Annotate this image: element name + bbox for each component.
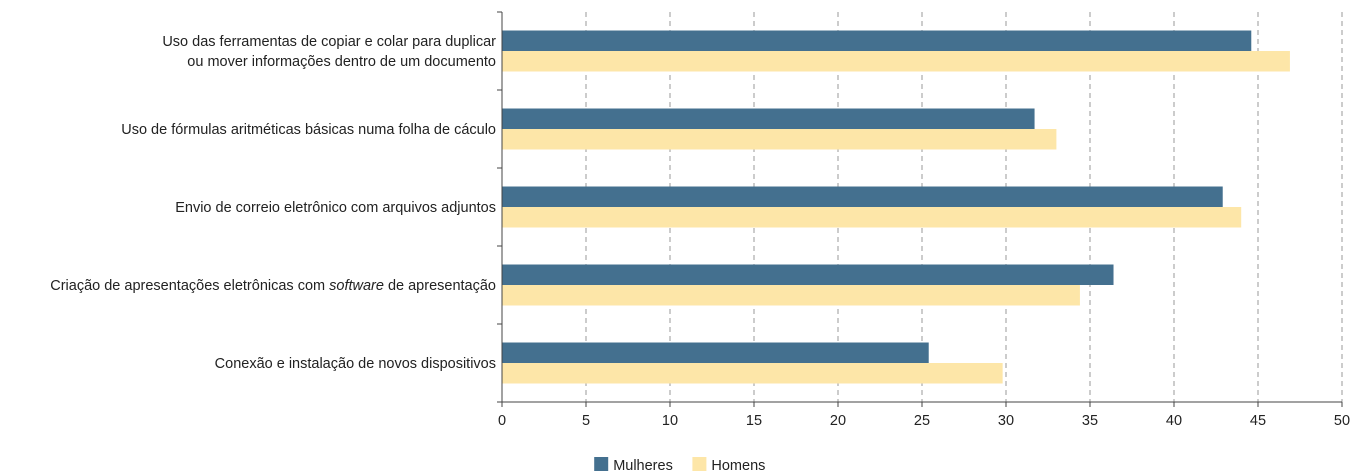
category-label-run: software bbox=[329, 278, 384, 294]
bar-mulheres-3 bbox=[502, 264, 1114, 285]
category-label: Conexão e instalação de novos dispositiv… bbox=[215, 356, 496, 372]
x-tick-label-0: 0 bbox=[498, 413, 506, 429]
x-tick-label-40: 40 bbox=[1166, 413, 1182, 429]
legend-label-homens: Homens bbox=[711, 458, 765, 471]
bar-mulheres-2 bbox=[502, 186, 1223, 207]
x-tick-label-45: 45 bbox=[1250, 413, 1266, 429]
legend-label-mulheres: Mulheres bbox=[613, 458, 673, 471]
category-label-run: ou mover informações dentro de um docume… bbox=[187, 54, 496, 70]
bar-homens-0 bbox=[502, 51, 1290, 72]
category-label: Envio de correio eletrônico com arquivos… bbox=[175, 200, 496, 216]
x-tick-label-5: 5 bbox=[582, 413, 590, 429]
category-label: Criação de apresentações eletrônicas com… bbox=[50, 278, 496, 294]
x-tick-label-20: 20 bbox=[830, 413, 846, 429]
category-label-run: Uso de fórmulas aritméticas básicas numa… bbox=[121, 122, 496, 138]
legend: Mulheres Homens bbox=[594, 457, 765, 471]
category-label-run: Conexão e instalação de novos dispositiv… bbox=[215, 356, 496, 372]
category-labels: Uso das ferramentas de copiar e colar pa… bbox=[50, 34, 496, 372]
bars bbox=[502, 30, 1290, 384]
bar-mulheres-4 bbox=[502, 342, 929, 363]
x-tick-label-50: 50 bbox=[1334, 413, 1350, 429]
axes bbox=[497, 11, 1343, 407]
category-label-run: Envio de correio eletrônico com arquivos… bbox=[175, 200, 496, 216]
bar-homens-4 bbox=[502, 363, 1003, 384]
category-label: ou mover informações dentro de um docume… bbox=[187, 54, 496, 70]
x-tick-label-35: 35 bbox=[1082, 413, 1098, 429]
category-label: Uso de fórmulas aritméticas básicas numa… bbox=[121, 122, 496, 138]
category-label-run: Uso das ferramentas de copiar e colar pa… bbox=[162, 34, 496, 50]
category-label-run: Criação de apresentações eletrônicas com bbox=[50, 278, 329, 294]
x-tick-label-10: 10 bbox=[662, 413, 678, 429]
bar-homens-1 bbox=[502, 129, 1057, 150]
x-tick-label-25: 25 bbox=[914, 413, 930, 429]
bar-mulheres-0 bbox=[502, 30, 1252, 51]
bar-mulheres-1 bbox=[502, 108, 1035, 129]
bar-homens-3 bbox=[502, 285, 1080, 306]
legend-swatch-mulheres bbox=[594, 457, 609, 471]
x-tick-labels: 0 5 10 15 20 25 30 35 40 45 50 bbox=[498, 413, 1350, 429]
category-label-run: de apresentação bbox=[384, 278, 496, 294]
category-label: Uso das ferramentas de copiar e colar pa… bbox=[162, 34, 496, 50]
x-tick-label-15: 15 bbox=[746, 413, 762, 429]
x-tick-label-30: 30 bbox=[998, 413, 1014, 429]
legend-swatch-homens bbox=[692, 457, 707, 471]
bar-homens-2 bbox=[502, 207, 1242, 228]
gridlines bbox=[585, 12, 1343, 402]
